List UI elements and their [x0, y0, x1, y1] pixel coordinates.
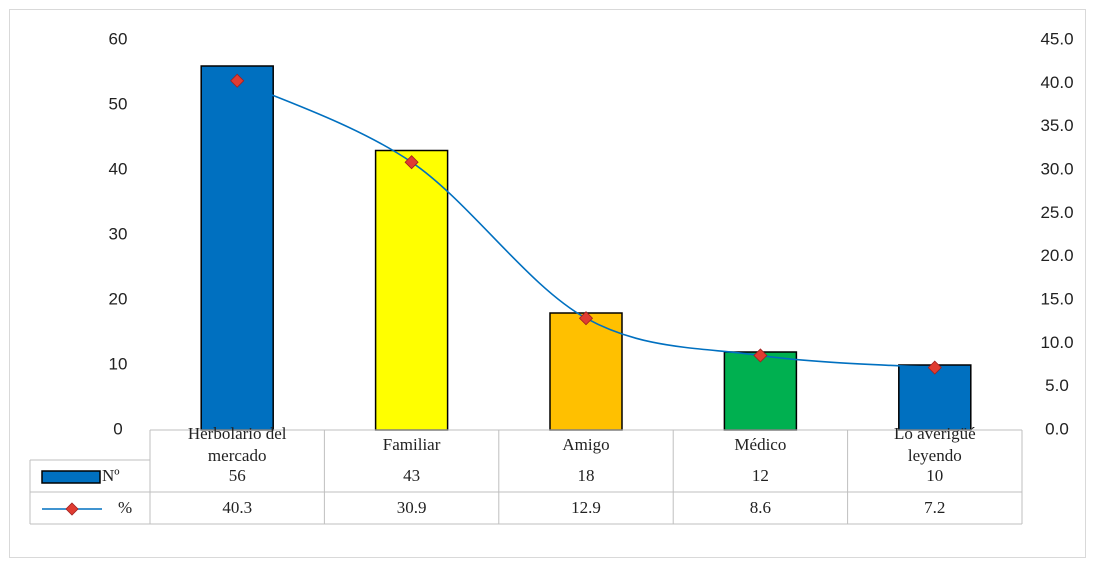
bar-1: [374, 149, 449, 431]
category-label-2: Amigo: [562, 435, 609, 454]
right-axis-tick-label: 25.0: [1040, 203, 1073, 222]
right-axis-tick-label: 5.0: [1045, 376, 1069, 395]
legend-bar-key: [41, 470, 101, 484]
bar-value-3: 12: [752, 466, 769, 485]
left-axis-tick-label: 0: [113, 419, 122, 438]
line-marker-2: [578, 311, 594, 326]
bar-value-1: 43: [403, 466, 420, 485]
right-axis-tick-label: 45.0: [1040, 29, 1073, 48]
category-label-1: Familiar: [383, 435, 441, 454]
right-axis-tick-label: 40.0: [1040, 73, 1073, 92]
line-value-0: 40.3: [222, 498, 252, 517]
line-marker-3: [753, 348, 768, 363]
legend-line-label: %: [118, 498, 132, 517]
left-axis-tick-label: 30: [109, 224, 128, 243]
legend-marker-key: [65, 502, 79, 516]
right-axis-tick-label: 35.0: [1040, 116, 1073, 135]
bar-4: [898, 364, 972, 431]
left-axis-tick-label: 10: [109, 354, 128, 373]
left-axis-tick-label: 20: [109, 289, 128, 308]
legend-bar-label: Nº: [102, 466, 120, 485]
bar-value-4: 10: [926, 466, 943, 485]
right-axis-tick-label: 20.0: [1040, 246, 1073, 265]
line-value-1: 30.9: [397, 498, 427, 517]
left-axis-tick-label: 40: [109, 159, 128, 178]
line-value-2: 12.9: [571, 498, 601, 517]
right-axis-tick-label: 0.0: [1045, 419, 1069, 438]
bar-0: [200, 65, 274, 431]
category-label-0: mercado: [208, 446, 267, 465]
bar-value-2: 18: [578, 466, 595, 485]
left-axis-tick-label: 60: [109, 29, 128, 48]
left-axis-tick-label: 50: [109, 94, 128, 113]
category-label-4: leyendo: [908, 446, 962, 465]
category-label-0: Herbolario del: [188, 424, 287, 443]
category-label-3: Médico: [734, 435, 786, 454]
bar-3: [723, 351, 798, 431]
line-value-4: 7.2: [924, 498, 945, 517]
right-axis-tick-label: 15.0: [1040, 289, 1073, 308]
chart-frame: [9, 9, 1086, 558]
line-marker-0: [230, 73, 245, 88]
line-value-3: 8.6: [750, 498, 771, 517]
right-axis-tick-label: 30.0: [1040, 159, 1073, 178]
bar-value-0: 56: [229, 466, 246, 485]
category-label-4: Lo averigüé: [894, 424, 976, 443]
right-axis-tick-label: 10.0: [1040, 333, 1073, 352]
line-marker-4: [927, 360, 942, 375]
line-marker-1: [404, 155, 419, 170]
